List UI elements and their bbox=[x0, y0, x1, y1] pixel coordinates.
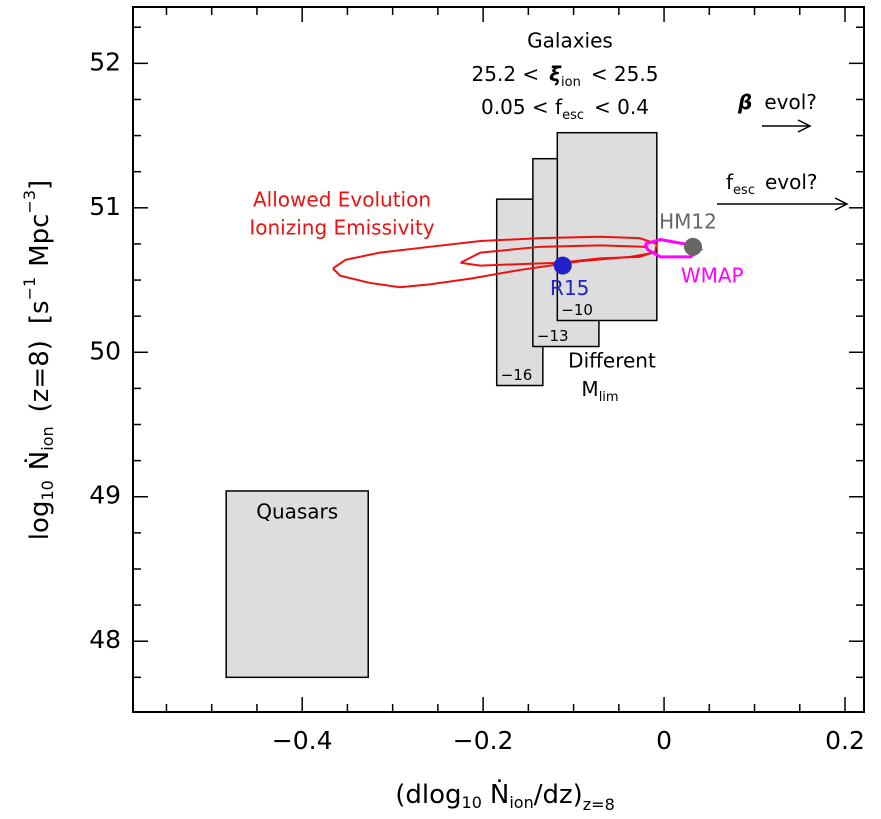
x-tick-label: −0.4 bbox=[272, 726, 333, 755]
text-part: [s bbox=[25, 300, 55, 324]
text-part: (z=8) bbox=[25, 340, 55, 412]
box-label: −13 bbox=[537, 327, 569, 345]
range-box bbox=[225, 490, 369, 679]
allowed-label: Ionizing Emissivity bbox=[249, 216, 434, 240]
text-part: 0.05 < f bbox=[481, 95, 563, 119]
y-tick-label: 51 bbox=[89, 192, 121, 221]
text-part: 10 bbox=[38, 480, 57, 500]
text-part: /dz) bbox=[534, 780, 583, 810]
y-tick-label: 50 bbox=[89, 336, 121, 365]
y-axis-label: log10 Ṅion (z=8) [s−1 Mpc−3] bbox=[20, 180, 57, 540]
text-part: 10 bbox=[462, 793, 482, 812]
y-tick-label: 49 bbox=[89, 481, 121, 510]
contour bbox=[460, 244, 655, 267]
text-part: Ṅ bbox=[23, 451, 55, 470]
text-part: ξ bbox=[549, 62, 562, 86]
box-label: −16 bbox=[501, 366, 533, 384]
y-tick-label: 48 bbox=[89, 625, 121, 654]
text-part: z=8 bbox=[583, 795, 615, 814]
marks: Quasars −16 −13 −10 WMAP R15 HM12 bbox=[225, 131, 744, 679]
text-part: f bbox=[726, 170, 734, 194]
box-label: Quasars bbox=[256, 499, 338, 523]
text-part: Mpc bbox=[25, 214, 55, 267]
text-part: β bbox=[737, 90, 752, 114]
beta-arrow bbox=[762, 119, 812, 133]
x-axis-label: (dlog10 Ṅion/dz)z=8 bbox=[395, 778, 615, 814]
text-part: lim bbox=[599, 390, 619, 405]
text-part: ion bbox=[561, 75, 581, 90]
contour-label: WMAP bbox=[681, 263, 744, 287]
text-part: ] bbox=[25, 180, 55, 190]
range-box bbox=[556, 131, 658, 322]
text-part: evol? bbox=[765, 170, 818, 194]
text-part: ion bbox=[38, 426, 57, 450]
fesc-range: 0.05 < fesc < 0.4 bbox=[481, 95, 649, 123]
text-part: ion bbox=[509, 793, 533, 812]
text-part: log bbox=[25, 501, 55, 541]
y-tick-label: 52 bbox=[89, 47, 121, 76]
box-label: −10 bbox=[561, 301, 593, 319]
x-tick-label: 0.2 bbox=[825, 726, 865, 755]
galaxies-label: Galaxies bbox=[527, 29, 613, 53]
text-part: −1 bbox=[20, 277, 39, 301]
fesc-evol: fesc evol? bbox=[726, 170, 818, 198]
x-tick-label: −0.2 bbox=[453, 726, 514, 755]
text-part: < 25.5 bbox=[591, 62, 659, 86]
x-tick-label: 0 bbox=[656, 726, 672, 755]
text-part: 25.2 < bbox=[472, 62, 540, 86]
point-label: R15 bbox=[550, 276, 589, 300]
text-part: esc bbox=[562, 108, 584, 123]
beta-evol: β evol? bbox=[737, 90, 817, 114]
text-part: < 0.4 bbox=[594, 95, 649, 119]
fesc-arrow bbox=[717, 197, 849, 211]
text-part: evol? bbox=[764, 90, 817, 114]
point-label: HM12 bbox=[659, 209, 717, 233]
plot-frame bbox=[132, 6, 865, 713]
xi-range: 25.2 < ξion < 25.5 bbox=[472, 62, 659, 90]
text-part: −3 bbox=[20, 190, 39, 214]
mlim-label: Different bbox=[568, 349, 656, 373]
allowed-label: Allowed Evolution bbox=[253, 188, 431, 212]
text-part: Ṅ bbox=[490, 778, 509, 810]
mlim-label: Mlim bbox=[581, 377, 618, 405]
point bbox=[553, 256, 572, 275]
text-part: esc bbox=[733, 183, 755, 198]
point bbox=[684, 237, 703, 256]
text-part: (dlog bbox=[395, 780, 461, 810]
text-part: M bbox=[581, 377, 598, 401]
